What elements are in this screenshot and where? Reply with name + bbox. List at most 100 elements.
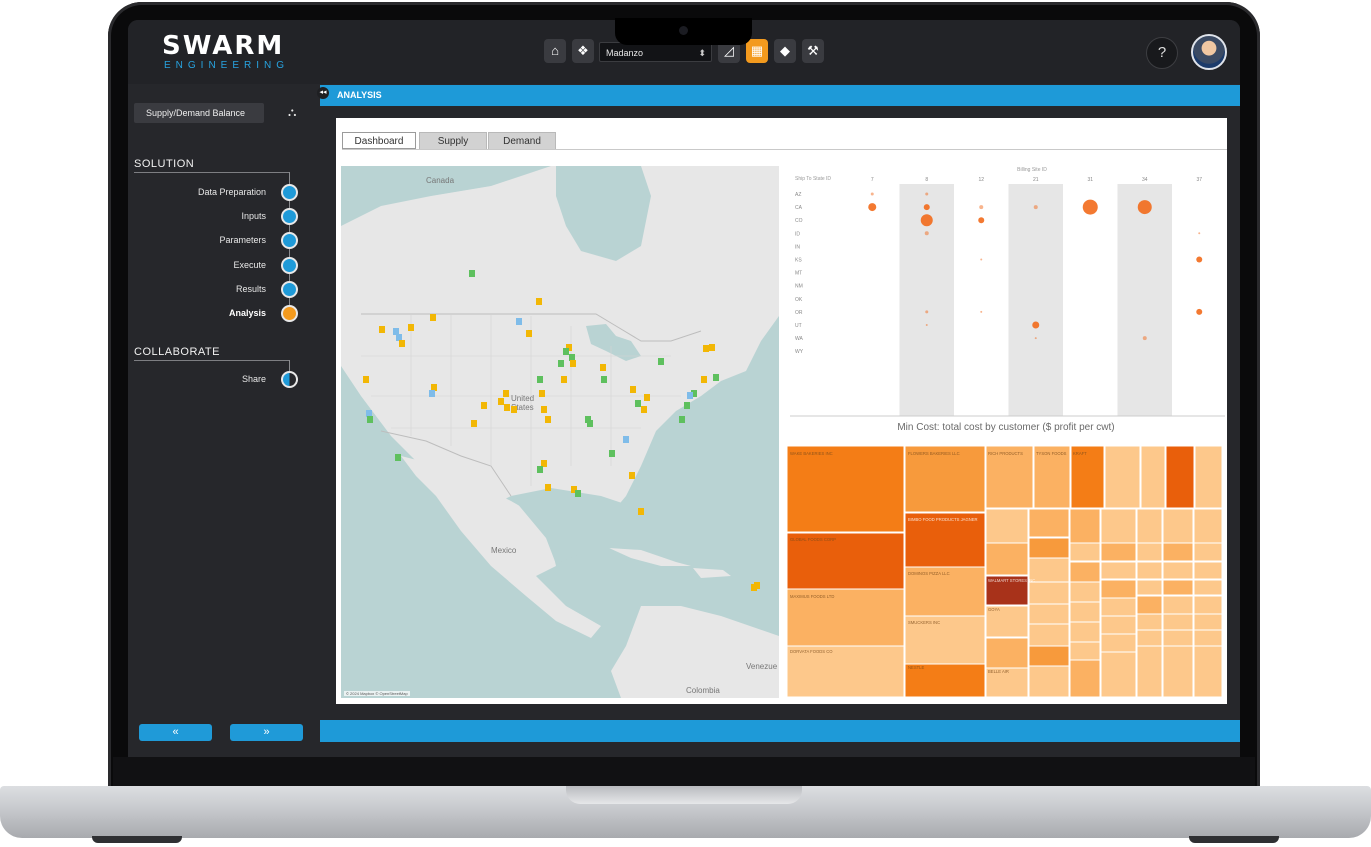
site-marker[interactable]	[658, 358, 664, 365]
bubble-point[interactable]	[1198, 232, 1201, 235]
treemap-cell[interactable]	[1028, 557, 1070, 583]
step-status-icon[interactable]	[281, 208, 298, 226]
site-marker[interactable]	[563, 348, 569, 355]
treemap-cell[interactable]	[1136, 613, 1163, 631]
treemap-cell[interactable]	[1100, 508, 1137, 544]
tag-button[interactable]: ◆	[774, 39, 796, 63]
treemap-cell[interactable]	[1033, 446, 1071, 509]
treemap-cell[interactable]	[1140, 446, 1166, 509]
treemap-cell[interactable]	[1162, 613, 1194, 631]
cost-treemap[interactable]: WAKE BAKERIES INC GLOBAL FOODS CORP MAXIMU…	[787, 446, 1222, 697]
project-select[interactable]: Madanzo ⬍	[599, 42, 712, 62]
treemap-cell[interactable]	[1069, 508, 1101, 544]
site-marker[interactable]	[469, 270, 475, 277]
site-marker[interactable]	[638, 508, 644, 515]
treemap-cell[interactable]	[1100, 542, 1137, 562]
site-marker[interactable]	[393, 328, 399, 335]
home-button[interactable]: ⌂	[544, 39, 566, 63]
treemap-cell[interactable]	[1162, 508, 1194, 544]
site-marker[interactable]	[558, 360, 564, 367]
site-marker[interactable]	[366, 410, 372, 417]
step-label[interactable]: Inputs	[241, 211, 266, 222]
site-marker[interactable]	[395, 454, 401, 461]
step-status-icon[interactable]	[281, 371, 298, 388]
site-marker[interactable]	[713, 374, 719, 381]
site-marker[interactable]	[504, 404, 510, 411]
site-marker[interactable]	[679, 416, 685, 423]
treemap-cell[interactable]	[1194, 446, 1222, 509]
treemap-cell[interactable]	[904, 446, 986, 513]
site-marker[interactable]	[754, 582, 760, 589]
treemap-cell[interactable]	[1028, 665, 1070, 697]
treemap-cell[interactable]	[787, 532, 905, 590]
site-marker[interactable]	[471, 420, 477, 427]
treemap-cell[interactable]	[1162, 579, 1194, 596]
site-marker[interactable]	[539, 390, 545, 397]
treemap-cell[interactable]	[985, 575, 1029, 606]
site-marker[interactable]	[503, 390, 509, 397]
bubble-point[interactable]	[1032, 321, 1040, 329]
treemap-cell[interactable]	[1028, 603, 1070, 625]
treemap-cell[interactable]	[1136, 542, 1163, 562]
bubble-point[interactable]	[870, 192, 874, 196]
previous-step-button[interactable]: «	[139, 724, 212, 741]
bubble-point[interactable]	[1082, 199, 1098, 215]
treemap-cell[interactable]	[985, 446, 1034, 509]
treemap-cell[interactable]	[985, 605, 1029, 638]
site-marker[interactable]	[399, 340, 405, 347]
site-marker[interactable]	[430, 314, 436, 321]
site-marker[interactable]	[481, 402, 487, 409]
treemap-cell[interactable]	[1193, 579, 1222, 596]
bubble-point[interactable]	[980, 310, 983, 313]
model-select[interactable]: Supply/Demand Balance	[134, 103, 264, 123]
treemap-cell[interactable]	[787, 588, 905, 647]
treemap-cell[interactable]	[1136, 561, 1163, 580]
site-marker[interactable]	[687, 392, 693, 399]
site-marker[interactable]	[537, 376, 543, 383]
treemap-cell[interactable]	[1193, 595, 1222, 615]
treemap-cell[interactable]	[1193, 629, 1222, 647]
treemap-cell[interactable]	[1069, 561, 1101, 583]
treemap-cell[interactable]	[1162, 595, 1194, 615]
bubble-point[interactable]	[1196, 308, 1203, 315]
bubble-point[interactable]	[925, 324, 928, 326]
treemap-cell[interactable]	[787, 645, 905, 697]
site-marker[interactable]	[561, 376, 567, 383]
site-marker[interactable]	[431, 384, 437, 391]
treemap-cell[interactable]	[1162, 629, 1194, 647]
bubble-point[interactable]	[923, 204, 930, 211]
bubble-chart[interactable]: Billing Site ID Ship To State ID 7 8 12 21 31 3…	[785, 166, 1227, 418]
bubble-point[interactable]	[925, 192, 929, 196]
step-label[interactable]: Results	[235, 283, 266, 294]
site-marker[interactable]	[641, 406, 647, 413]
site-marker[interactable]	[709, 344, 715, 351]
treemap-cell[interactable]	[985, 508, 1029, 544]
treemap-cell[interactable]	[1070, 446, 1105, 509]
step-status-icon[interactable]	[281, 184, 298, 201]
treemap-cell[interactable]	[1162, 561, 1194, 580]
dashboard-button[interactable]: ▦	[746, 39, 768, 63]
site-marker[interactable]	[703, 345, 709, 352]
site-marker[interactable]	[684, 402, 690, 409]
site-marker[interactable]	[570, 360, 576, 367]
tab-supply[interactable]: Supply	[419, 132, 487, 149]
step-status-icon[interactable]	[281, 232, 298, 250]
step-status-icon[interactable]	[281, 280, 298, 298]
site-marker[interactable]	[367, 416, 373, 423]
treemap-cell[interactable]	[1193, 542, 1222, 562]
collapse-sidebar-icon[interactable]: ◂◂	[317, 87, 329, 99]
site-marker[interactable]	[396, 334, 402, 341]
treemap-cell[interactable]	[985, 637, 1029, 669]
hammer-button[interactable]: ⚒	[802, 39, 824, 63]
site-marker[interactable]	[691, 390, 697, 397]
bubble-point[interactable]	[924, 231, 929, 236]
chart-button[interactable]: ◿	[718, 39, 740, 63]
treemap-cell[interactable]	[1136, 508, 1163, 544]
avatar[interactable]	[1191, 34, 1227, 70]
treemap-cell[interactable]	[1136, 579, 1163, 596]
bubble-point[interactable]	[1137, 200, 1152, 215]
treemap-cell[interactable]	[904, 566, 986, 617]
treemap-cell[interactable]	[1165, 446, 1195, 509]
bubble-point[interactable]	[1033, 205, 1038, 210]
hierarchy-icon[interactable]: ⛬	[288, 105, 297, 119]
